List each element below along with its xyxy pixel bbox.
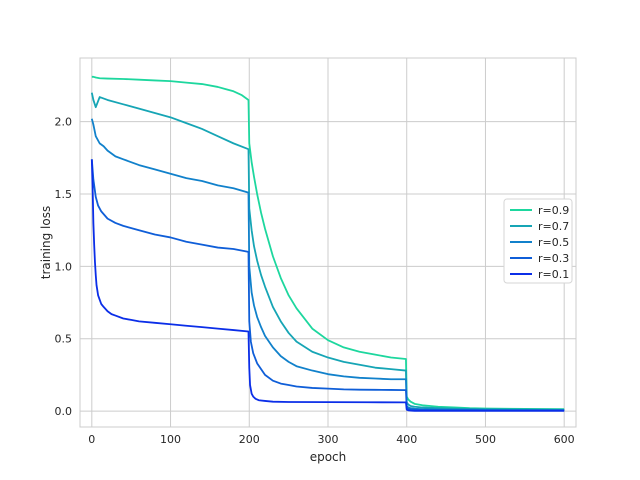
y-tick-label: 2.0 [55, 116, 73, 129]
series-layer [90, 75, 565, 412]
series-line-r=0.7 [90, 92, 565, 411]
legend-label: r=0.7 [538, 220, 569, 233]
x-tick-label: 200 [239, 433, 260, 446]
x-tick-label: 300 [318, 433, 339, 446]
legend-label: r=0.5 [538, 236, 569, 249]
legend: r=0.9 r=0.7 r=0.5 r=0.3 r=0.1 [503, 198, 573, 284]
legend-label: r=0.3 [538, 252, 569, 265]
series-line-r=0.1 [90, 159, 565, 412]
series-line-r=0.5 [90, 118, 565, 412]
y-tick-label: 1.0 [55, 260, 73, 273]
x-tick-label: 400 [396, 433, 417, 446]
x-tick-label: 500 [475, 433, 496, 446]
x-tick-label: 0 [88, 433, 95, 446]
x-axis-label: epoch [310, 450, 347, 464]
y-axis-label: training loss [39, 206, 53, 279]
y-tick-label: 0.0 [55, 405, 73, 418]
series-line-r=0.3 [90, 159, 565, 412]
x-tick-label: 100 [160, 433, 181, 446]
series-line-r=0.9 [91, 75, 565, 411]
y-tick-label: 1.5 [55, 188, 73, 201]
x-tick-label: 600 [554, 433, 575, 446]
tick-labels: 0 100 200 300 400 500 600 0.0 0.5 1.0 1.5 2.0 [55, 116, 575, 446]
legend-label: r=0.9 [538, 204, 569, 217]
legend-label: r=0.1 [538, 268, 569, 281]
legend-box [503, 198, 573, 284]
y-tick-label: 0.5 [55, 333, 73, 346]
